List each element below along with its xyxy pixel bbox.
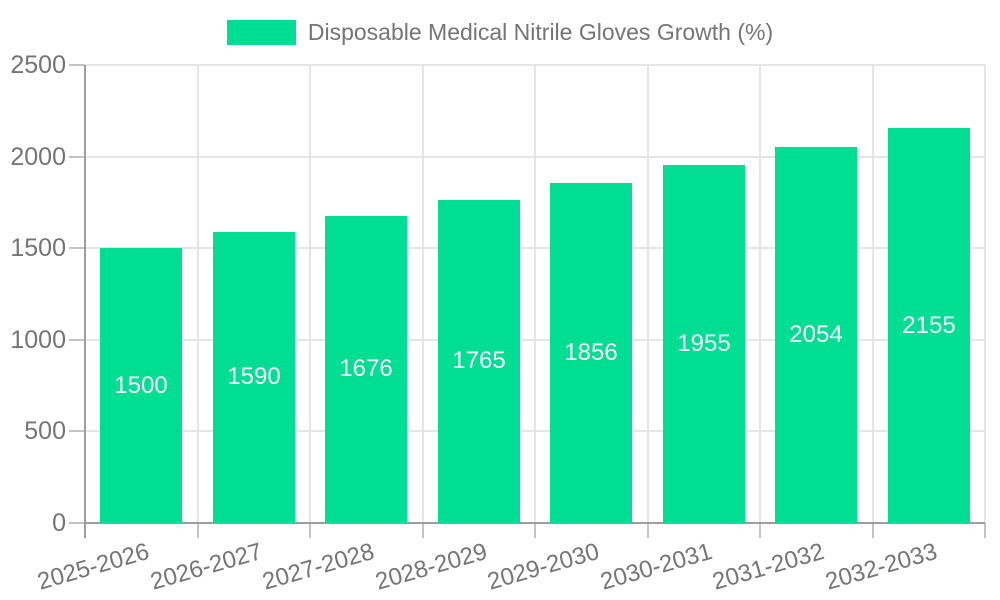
x-tick <box>421 523 424 538</box>
bar-value-label: 1856 <box>564 338 618 366</box>
x-axis-tick-label: 2026-2027 <box>147 538 266 596</box>
y-tick <box>69 522 85 524</box>
bar-value-label: 1590 <box>227 363 281 391</box>
x-tick <box>309 523 311 538</box>
x-axis-tick-label: 2031-2032 <box>709 538 828 596</box>
x-tick <box>984 523 986 538</box>
x-tick <box>759 523 761 538</box>
y-tick <box>69 64 85 66</box>
bar[interactable]: 1590 <box>213 231 295 523</box>
x-gridline <box>196 65 199 523</box>
bar[interactable]: 1676 <box>325 215 407 523</box>
x-axis-tick-label: 2029-2030 <box>484 538 603 596</box>
y-axis-tick-label: 1000 <box>10 325 66 354</box>
y-axis-tick-label: 0 <box>52 509 66 537</box>
bar[interactable]: 1500 <box>100 248 182 523</box>
x-gridline <box>309 65 311 523</box>
bar[interactable]: 2155 <box>888 128 970 523</box>
x-tick <box>196 523 199 538</box>
bar[interactable]: 1765 <box>438 199 520 523</box>
bar-value-label: 1500 <box>114 371 168 399</box>
x-gridline <box>759 65 761 523</box>
bar-value-label: 1955 <box>677 329 731 357</box>
y-axis-line <box>84 65 86 538</box>
y-tick <box>69 247 85 250</box>
bar[interactable]: 1955 <box>663 164 745 523</box>
x-gridline <box>984 65 986 523</box>
x-axis-tick-label: 2030-2031 <box>597 538 716 596</box>
y-axis-tick-label: 2000 <box>10 142 66 171</box>
y-tick <box>69 338 85 341</box>
bar-value-label: 1676 <box>339 355 393 383</box>
x-axis-tick-label: 2025-2026 <box>34 538 153 596</box>
y-tick <box>69 430 85 433</box>
x-axis-tick-label: 2027-2028 <box>259 538 378 596</box>
y-axis-tick-label: 1500 <box>10 234 66 263</box>
y-axis-tick-label: 2500 <box>10 51 66 79</box>
x-axis-tick-label: 2028-2029 <box>372 538 491 596</box>
bar-value-label: 1765 <box>452 347 506 375</box>
bar-value-label: 2054 <box>789 320 843 348</box>
y-axis-tick-label: 500 <box>24 417 66 446</box>
x-axis-line <box>85 522 985 524</box>
legend-swatch[interactable] <box>226 19 296 45</box>
x-tick <box>534 523 536 538</box>
x-gridline <box>534 65 536 523</box>
y-tick <box>69 155 85 158</box>
x-tick <box>871 523 874 538</box>
bar[interactable]: 2054 <box>775 146 857 523</box>
x-axis-tick-label: 2032-2033 <box>822 538 941 596</box>
bar-value-label: 2155 <box>902 311 956 339</box>
x-gridline <box>421 65 424 523</box>
x-tick <box>646 523 649 538</box>
legend: Disposable Medical Nitrile Gloves Growth… <box>0 14 1000 50</box>
x-gridline <box>871 65 874 523</box>
x-gridline <box>646 65 649 523</box>
legend-label[interactable]: Disposable Medical Nitrile Gloves Growth… <box>307 19 774 45</box>
bar[interactable]: 1856 <box>550 182 632 523</box>
